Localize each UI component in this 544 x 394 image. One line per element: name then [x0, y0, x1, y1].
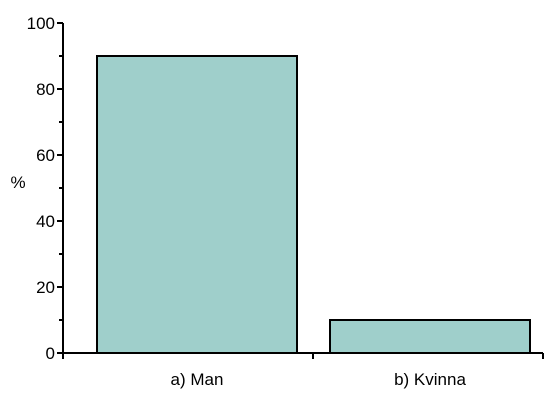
y-tick-label: 40: [36, 212, 55, 231]
y-tick-label: 20: [36, 278, 55, 297]
y-axis-label: %: [10, 173, 25, 192]
bar-1: [96, 55, 298, 354]
y-tick-label: 100: [27, 14, 55, 33]
y-tick-label: 60: [36, 146, 55, 165]
y-tick-label: 80: [36, 80, 55, 99]
bar-2: [329, 319, 531, 354]
x-tick-label: a) Man: [171, 370, 224, 389]
plot-area: 0 20 40 60 80 100 a) Man b) Kvinna: [27, 14, 544, 389]
x-tick-label: b) Kvinna: [394, 370, 466, 389]
y-tick-label: 0: [46, 344, 55, 363]
